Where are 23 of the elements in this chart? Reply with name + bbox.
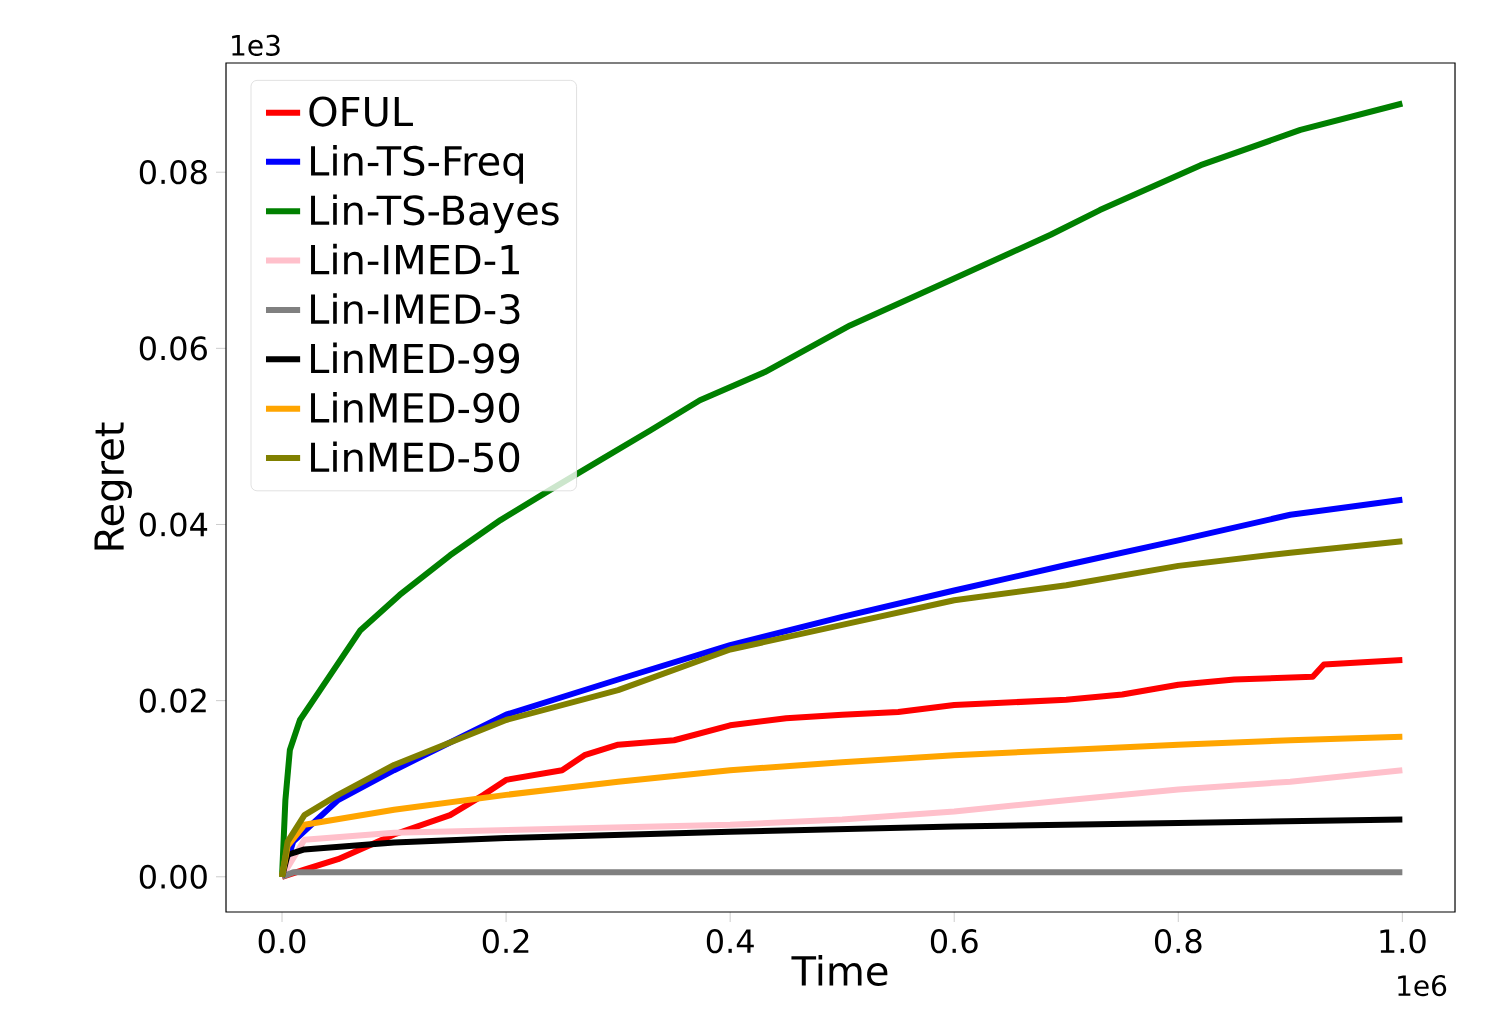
y-tick-label: 0.08 (139, 160, 207, 185)
x-tick-label: 0.4 (706, 929, 754, 954)
x-tick-label: 0.6 (930, 929, 978, 954)
legend-label: LinMED-90 (311, 392, 520, 423)
legend-label: LinMED-99 (311, 342, 520, 374)
text: 1e6 (1398, 975, 1447, 997)
legend-label: Lin-TS-Bayes (311, 194, 559, 234)
legend-label: Lin-IMED-3 (311, 293, 520, 325)
legend-label: OFUL (309, 96, 413, 127)
y-tick-label: 0.00 (139, 864, 207, 889)
legend-label: Lin-TS-Freq (311, 145, 523, 184)
y-axis-title: Regret (94, 422, 132, 550)
y-tick-label: 0.06 (139, 336, 207, 361)
x-tick-label: 1.0 (1380, 929, 1426, 954)
x-tick-label: 0.2 (482, 929, 529, 954)
x-tick-label: 0.0 (258, 929, 306, 954)
x-axis-title: Time (791, 955, 888, 986)
text: 1e3 (232, 34, 280, 56)
y-tick-label: 0.02 (139, 688, 206, 713)
x-tick-label: 0.8 (1154, 929, 1202, 954)
legend-label: LinMED-50 (311, 441, 520, 473)
legend-label: Lin-IMED-1 (311, 243, 519, 275)
y-tick-label: 0.04 (139, 512, 208, 537)
